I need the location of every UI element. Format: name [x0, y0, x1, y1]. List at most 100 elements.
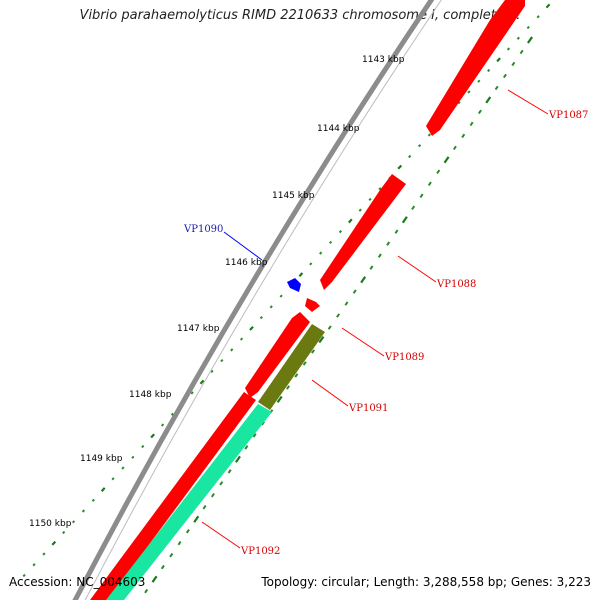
chromosome-backbone — [72, 0, 435, 600]
scale-minor-tick — [358, 208, 362, 212]
tick-label-1148: 1148 kbp — [129, 390, 172, 400]
scale-minor-tick — [427, 181, 432, 186]
scale-minor-tick — [378, 187, 382, 191]
scale-major-tick — [443, 156, 450, 164]
scale-minor-tick — [344, 301, 349, 306]
scale-minor-tick — [131, 455, 135, 459]
gene-vp1089-arrow[interactable] — [305, 298, 320, 312]
scale-minor-tick — [71, 520, 76, 524]
scale-minor-tick — [511, 61, 516, 67]
scale-minor-tick — [22, 573, 26, 578]
gene-vp1092-lower-segment[interactable] — [90, 392, 256, 600]
chromosome-backbone-inner — [84, 0, 442, 600]
outer-dotted-track — [22, 3, 551, 578]
scale-minor-tick — [220, 359, 224, 363]
gene-vp1090-arrow[interactable] — [287, 278, 301, 292]
gene-label-vp1088[interactable]: VP1088 — [436, 279, 476, 290]
scale-minor-tick — [411, 205, 416, 210]
scale-minor-tick — [368, 197, 372, 201]
scale-major-tick — [485, 96, 492, 104]
scale-minor-tick — [419, 193, 424, 198]
gene-aqua-segment[interactable] — [106, 404, 272, 600]
tick-label-1147: 1147 kbp — [177, 324, 220, 334]
scale-major-tick — [347, 218, 353, 224]
scale-minor-tick — [487, 68, 491, 73]
scale-minor-tick — [436, 169, 441, 174]
scale-minor-tick — [42, 552, 46, 556]
scale-minor-tick — [32, 563, 36, 567]
scale-minor-tick — [279, 294, 283, 298]
tick-label-1150: 1150 kbp — [29, 519, 72, 529]
gene-vp1087-arrow[interactable] — [426, 0, 525, 136]
scale-minor-tick — [269, 305, 273, 309]
scale-major-tick — [276, 395, 283, 404]
scale-minor-tick — [81, 509, 86, 513]
scale-minor-tick — [185, 529, 190, 534]
scale-minor-tick — [328, 240, 333, 244]
scale-minor-tick — [62, 530, 66, 535]
accession-text: Accession: NC_004603 — [9, 575, 146, 589]
scale-minor-tick — [502, 73, 507, 79]
scale-minor-tick — [177, 541, 182, 546]
scale-minor-tick — [259, 316, 263, 320]
scale-major-tick — [298, 272, 304, 278]
scale-minor-tick — [239, 337, 244, 341]
scale-minor-tick — [338, 230, 343, 234]
scale-major-tick — [545, 3, 551, 9]
scale-minor-tick — [394, 229, 399, 234]
scale-major-tick — [318, 335, 325, 344]
scale-major-tick — [100, 487, 106, 492]
scale-major-tick — [360, 276, 367, 284]
genome-summary-text: Topology: circular; Length: 3,288,558 bp… — [261, 575, 591, 589]
scale-minor-tick — [477, 79, 481, 83]
scale-minor-tick — [494, 85, 499, 91]
scale-minor-tick — [311, 349, 316, 354]
gene-vp1088-arrow[interactable] — [320, 174, 406, 290]
scale-minor-tick — [457, 101, 461, 105]
gene-label-vp1090[interactable]: VP1090 — [183, 224, 223, 235]
gene-vp1092-upper-arrow[interactable] — [245, 312, 310, 398]
scale-major-tick — [249, 325, 254, 331]
inner-dashed-track — [144, 36, 534, 594]
scale-minor-tick — [169, 552, 174, 558]
scale-major-tick — [199, 379, 205, 385]
scale-major-tick — [496, 57, 501, 63]
gene-label-vp1087[interactable]: VP1087 — [548, 110, 588, 121]
scale-minor-tick — [286, 385, 291, 390]
scale-minor-tick — [294, 373, 299, 378]
gene-label-vp1089[interactable]: VP1089 — [384, 352, 424, 363]
scale-minor-tick — [427, 133, 431, 137]
scale-minor-tick — [327, 325, 332, 330]
scale-minor-tick — [352, 289, 357, 294]
scale-minor-tick — [369, 265, 374, 270]
scale-minor-tick — [319, 251, 323, 255]
scale-minor-tick — [467, 90, 471, 94]
scale-minor-tick — [408, 154, 412, 159]
gene-leader-lines — [201, 89, 549, 549]
scale-minor-tick — [302, 361, 307, 366]
scale-minor-tick — [230, 348, 234, 352]
scale-minor-tick — [170, 412, 174, 416]
tick-label-1144: 1144 kbp — [317, 124, 360, 134]
scale-minor-tick — [386, 241, 391, 246]
tick-label-1143: 1143 kbp — [362, 55, 405, 65]
scale-minor-tick — [160, 564, 165, 570]
scale-major-tick — [150, 433, 156, 439]
scale-minor-tick — [461, 133, 466, 139]
gene-vp1091-arrow[interactable] — [258, 324, 325, 410]
scale-minor-tick — [469, 121, 474, 127]
scale-major-tick — [234, 455, 241, 463]
gene-label-vp1091[interactable]: VP1091 — [348, 403, 388, 414]
scale-minor-tick — [477, 109, 482, 115]
scale-minor-tick — [202, 505, 207, 510]
scale-minor-tick — [519, 49, 524, 55]
gene-label-vp1092[interactable]: VP1092 — [240, 546, 280, 557]
scale-major-tick — [397, 164, 403, 170]
tick-label-1146: 1146 kbp — [225, 258, 268, 268]
scale-minor-tick — [141, 444, 145, 449]
scale-minor-tick — [219, 481, 224, 486]
scale-minor-tick — [252, 433, 257, 438]
scale-minor-tick — [121, 466, 125, 470]
scale-minor-tick — [452, 145, 457, 151]
scale-major-tick — [51, 540, 57, 546]
